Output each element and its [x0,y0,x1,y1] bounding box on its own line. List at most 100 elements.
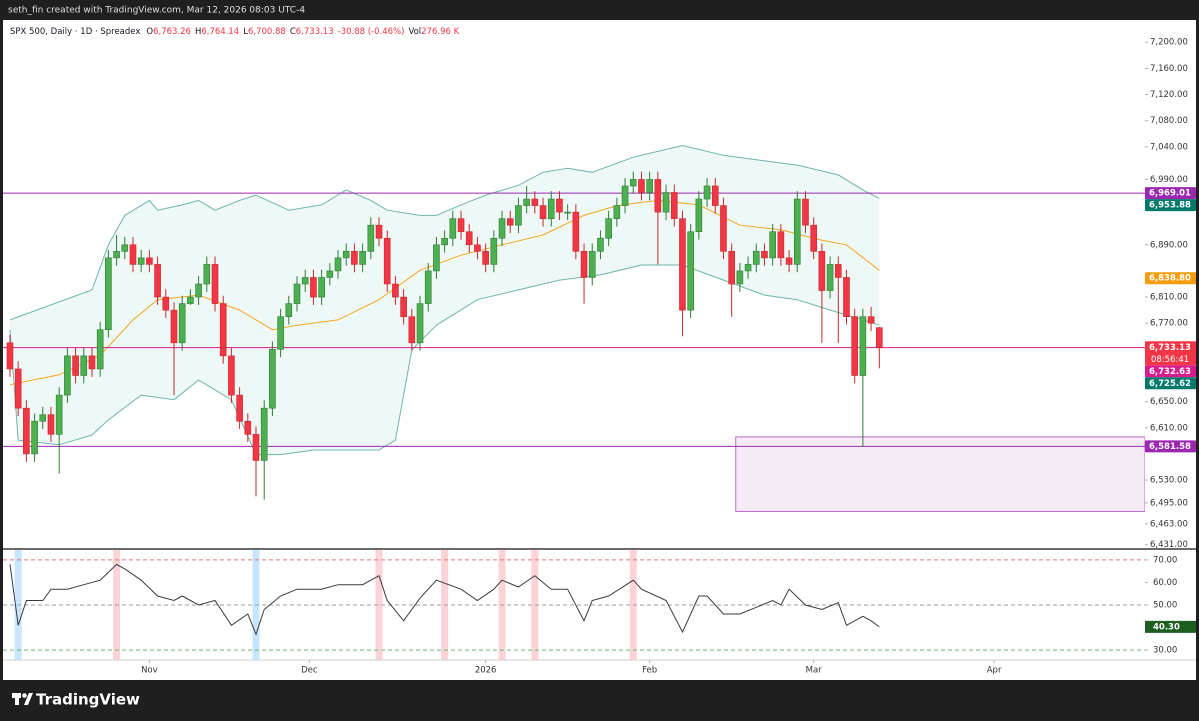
candle-body [670,192,678,219]
candle-body [187,296,194,304]
candle-body [88,355,96,370]
brand: TradingView [36,691,140,709]
candle-body [662,192,670,213]
candle-body [269,349,276,409]
candle-body [146,257,153,265]
candle-body [465,231,473,246]
ohlc-value: 6,700.88 [248,27,286,37]
candle-body [47,414,55,435]
logo-part [24,693,33,705]
candle-body [457,218,465,233]
rsi-y-tick-label: 50.00 [1153,601,1177,611]
price-pane [3,144,1145,512]
candle-body [383,237,391,285]
price-label: 6,725.62 [1149,379,1191,389]
rsi-last-bg [1145,620,1196,633]
x-tick-label: 2026 [475,666,497,676]
y-tick-label: 6,530.00 [1150,476,1188,486]
candle-body [293,283,301,304]
candle-body [613,205,621,219]
candle-body [342,251,350,259]
candle-body [728,251,735,285]
overbought-bar [531,550,539,660]
candle-body [129,244,137,265]
candle-body [695,198,703,233]
candle-body [55,394,63,435]
candle-body [359,251,366,265]
candle-body [646,179,653,193]
candle-body [195,283,202,298]
x-tick-label: Mar [806,666,823,676]
candle-body [392,283,399,298]
y-tick-label: 7,120.00 [1150,90,1188,100]
candle-body [826,264,834,291]
y-tick-label: 6,431.00 [1150,540,1188,550]
price-label-bg [1145,377,1196,390]
price-label-bg [1145,272,1196,285]
candle-body [441,237,448,246]
countdown: 08:56:41 [1151,355,1189,365]
candle-body [703,185,711,200]
price-label-bg [1145,341,1196,366]
candle-body [687,231,694,311]
brand-logo [12,693,33,705]
y-tick-label: 6,463.00 [1150,519,1188,529]
y-tick-label: 7,080.00 [1150,116,1188,126]
candle-body [777,231,785,259]
candle-body [367,224,375,252]
candle-body [80,355,88,376]
ohlc-key: H [195,27,201,37]
candle-body [769,231,776,259]
candle-body [572,211,580,252]
candle-body [72,355,79,376]
band-lower [9,264,880,456]
credit: seth_fin created with TradingView.com, M… [8,6,305,16]
candle-body [162,296,170,311]
candle-body [219,303,227,357]
logo-part [22,693,27,698]
y-tick-label: 6,495.00 [1150,498,1188,508]
candle-body [843,277,850,317]
candle-body [252,433,260,461]
candle-body [416,303,424,344]
candle-body [867,316,875,324]
rsi-last-label: 40.30 [1153,622,1180,632]
logo-part [15,693,19,705]
candle-body [834,264,842,278]
candle-body [506,218,514,226]
zone [735,436,1145,512]
y-tick-label: 7,160.00 [1150,64,1188,74]
candle-body [400,296,407,317]
candle-body [523,198,530,206]
candle-body [531,198,539,206]
candle-body [580,251,588,278]
candle-body [203,264,211,285]
band-upper [9,144,880,321]
candle-body [875,327,883,348]
y-tick-label: 7,040.00 [1150,142,1188,152]
candle-body [244,420,252,435]
candle-body [39,414,47,422]
ohlc-value: 6,733.13 [296,27,334,37]
rsi-y-tick-label: 30.00 [1153,646,1177,656]
y-tick-label: 6,770.00 [1150,319,1188,329]
ohlc-value: 6,764.14 [201,27,239,37]
candle-body [351,251,358,265]
band-fill [10,145,880,455]
candle-body [449,218,457,239]
candle-body [310,277,317,298]
candle-body [547,198,555,219]
candle-body [629,179,637,187]
candle-body [113,251,120,259]
candle-body [236,394,243,422]
candle-body [654,179,662,213]
price-label-bg [1145,365,1196,378]
candle-body [14,368,22,409]
candle-body [424,270,432,304]
candle-body [621,185,629,206]
price-label-bg [1145,199,1196,212]
x-tick-label: Apr [987,666,1002,676]
candle-body [375,224,383,239]
rsi-y-tick-label: 70.00 [1153,555,1177,565]
